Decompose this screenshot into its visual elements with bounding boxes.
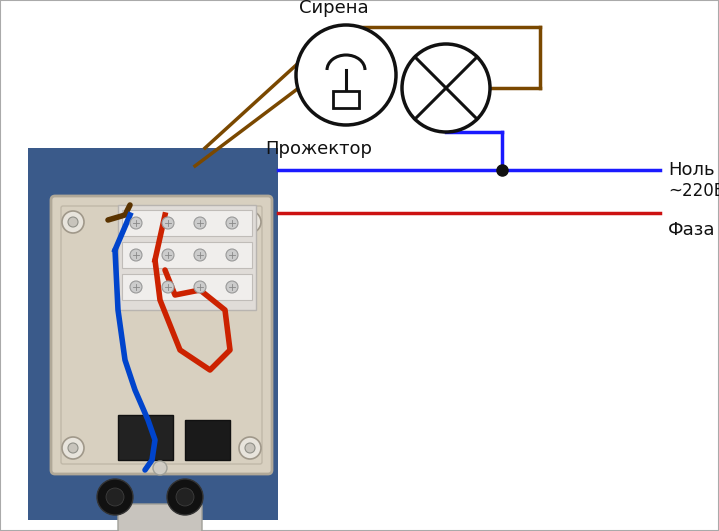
Text: Сирена: Сирена xyxy=(299,0,369,17)
Circle shape xyxy=(68,217,78,227)
Circle shape xyxy=(245,443,255,453)
Circle shape xyxy=(239,437,261,459)
Circle shape xyxy=(162,281,174,293)
Circle shape xyxy=(153,461,167,475)
Circle shape xyxy=(194,249,206,261)
Circle shape xyxy=(130,281,142,293)
Circle shape xyxy=(194,217,206,229)
Circle shape xyxy=(130,249,142,261)
FancyBboxPatch shape xyxy=(51,196,272,474)
Bar xyxy=(118,205,256,310)
Circle shape xyxy=(162,249,174,261)
Bar xyxy=(28,148,278,520)
Circle shape xyxy=(402,44,490,132)
Circle shape xyxy=(162,217,174,229)
Circle shape xyxy=(194,281,206,293)
Circle shape xyxy=(226,249,238,261)
Circle shape xyxy=(130,217,142,229)
Text: Фаза: Фаза xyxy=(668,221,715,239)
Circle shape xyxy=(62,211,84,233)
FancyBboxPatch shape xyxy=(118,504,202,531)
Circle shape xyxy=(176,488,194,506)
Circle shape xyxy=(106,488,124,506)
Bar xyxy=(122,210,252,236)
Text: Прожектор: Прожектор xyxy=(265,140,372,158)
Circle shape xyxy=(167,479,203,515)
Circle shape xyxy=(296,25,396,125)
Circle shape xyxy=(226,217,238,229)
Circle shape xyxy=(68,443,78,453)
Bar xyxy=(185,420,230,460)
Bar xyxy=(333,91,359,108)
Text: Ноль: Ноль xyxy=(668,161,715,179)
Circle shape xyxy=(239,211,261,233)
Bar xyxy=(118,415,173,460)
Text: ~220В: ~220В xyxy=(668,183,719,201)
Bar xyxy=(122,242,252,268)
Bar xyxy=(122,274,252,300)
Circle shape xyxy=(97,479,133,515)
Circle shape xyxy=(226,281,238,293)
Circle shape xyxy=(62,437,84,459)
Circle shape xyxy=(245,217,255,227)
